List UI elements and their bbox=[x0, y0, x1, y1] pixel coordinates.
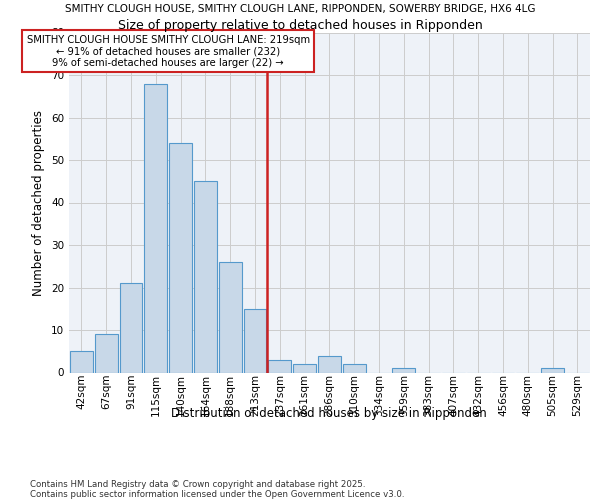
Bar bbox=[95, 334, 118, 372]
Text: Size of property relative to detached houses in Ripponden: Size of property relative to detached ho… bbox=[118, 19, 482, 32]
Text: Distribution of detached houses by size in Ripponden: Distribution of detached houses by size … bbox=[171, 408, 487, 420]
Bar bbox=[194, 181, 217, 372]
Text: SMITHY CLOUGH HOUSE, SMITHY CLOUGH LANE, RIPPONDEN, SOWERBY BRIDGE, HX6 4LG: SMITHY CLOUGH HOUSE, SMITHY CLOUGH LANE,… bbox=[65, 4, 535, 14]
Bar bbox=[244, 308, 266, 372]
Bar bbox=[318, 356, 341, 372]
Bar bbox=[119, 283, 142, 372]
Text: SMITHY CLOUGH HOUSE SMITHY CLOUGH LANE: 219sqm
← 91% of detached houses are smal: SMITHY CLOUGH HOUSE SMITHY CLOUGH LANE: … bbox=[26, 34, 310, 68]
Bar bbox=[268, 360, 291, 372]
Bar bbox=[293, 364, 316, 372]
Bar bbox=[145, 84, 167, 372]
Bar bbox=[541, 368, 564, 372]
Bar bbox=[392, 368, 415, 372]
Y-axis label: Number of detached properties: Number of detached properties bbox=[32, 110, 46, 296]
Bar bbox=[169, 143, 192, 372]
Bar bbox=[70, 351, 93, 372]
Text: Contains HM Land Registry data © Crown copyright and database right 2025.
Contai: Contains HM Land Registry data © Crown c… bbox=[30, 480, 404, 499]
Bar bbox=[343, 364, 365, 372]
Bar bbox=[219, 262, 242, 372]
